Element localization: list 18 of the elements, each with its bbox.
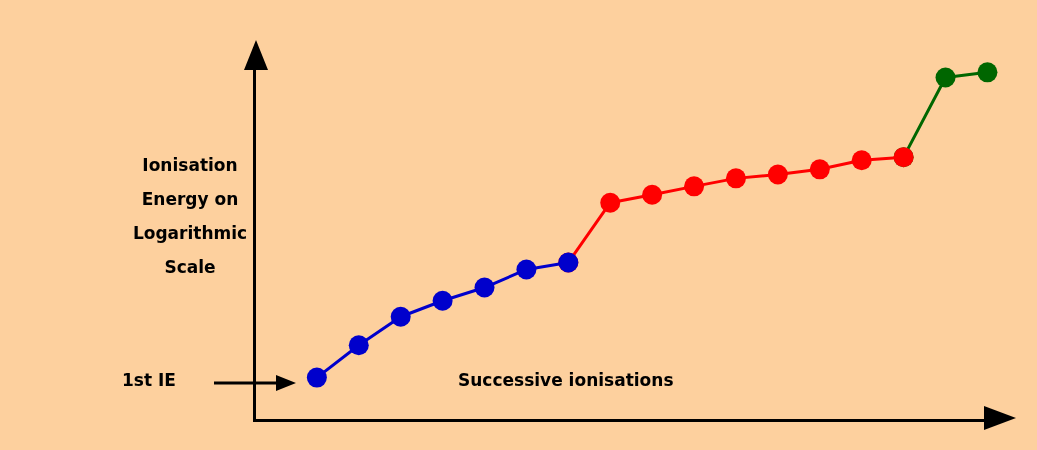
- point: [600, 192, 621, 213]
- point: [935, 67, 956, 88]
- point: [809, 159, 830, 180]
- point: [474, 277, 495, 298]
- point: [684, 176, 705, 197]
- point: [642, 184, 663, 205]
- x-axis-title: Successive ionisations: [458, 370, 674, 390]
- point: [390, 306, 411, 327]
- point: [977, 62, 998, 83]
- point: [516, 259, 537, 280]
- point: [306, 367, 327, 388]
- point: [851, 150, 872, 171]
- point: [348, 335, 369, 356]
- point: [432, 290, 453, 311]
- point: [767, 164, 788, 185]
- text: 1st IE: [122, 370, 176, 390]
- y-axis-title: Ionisation Energy on Logarithmic Scale: [132, 154, 248, 279]
- point: [725, 168, 746, 189]
